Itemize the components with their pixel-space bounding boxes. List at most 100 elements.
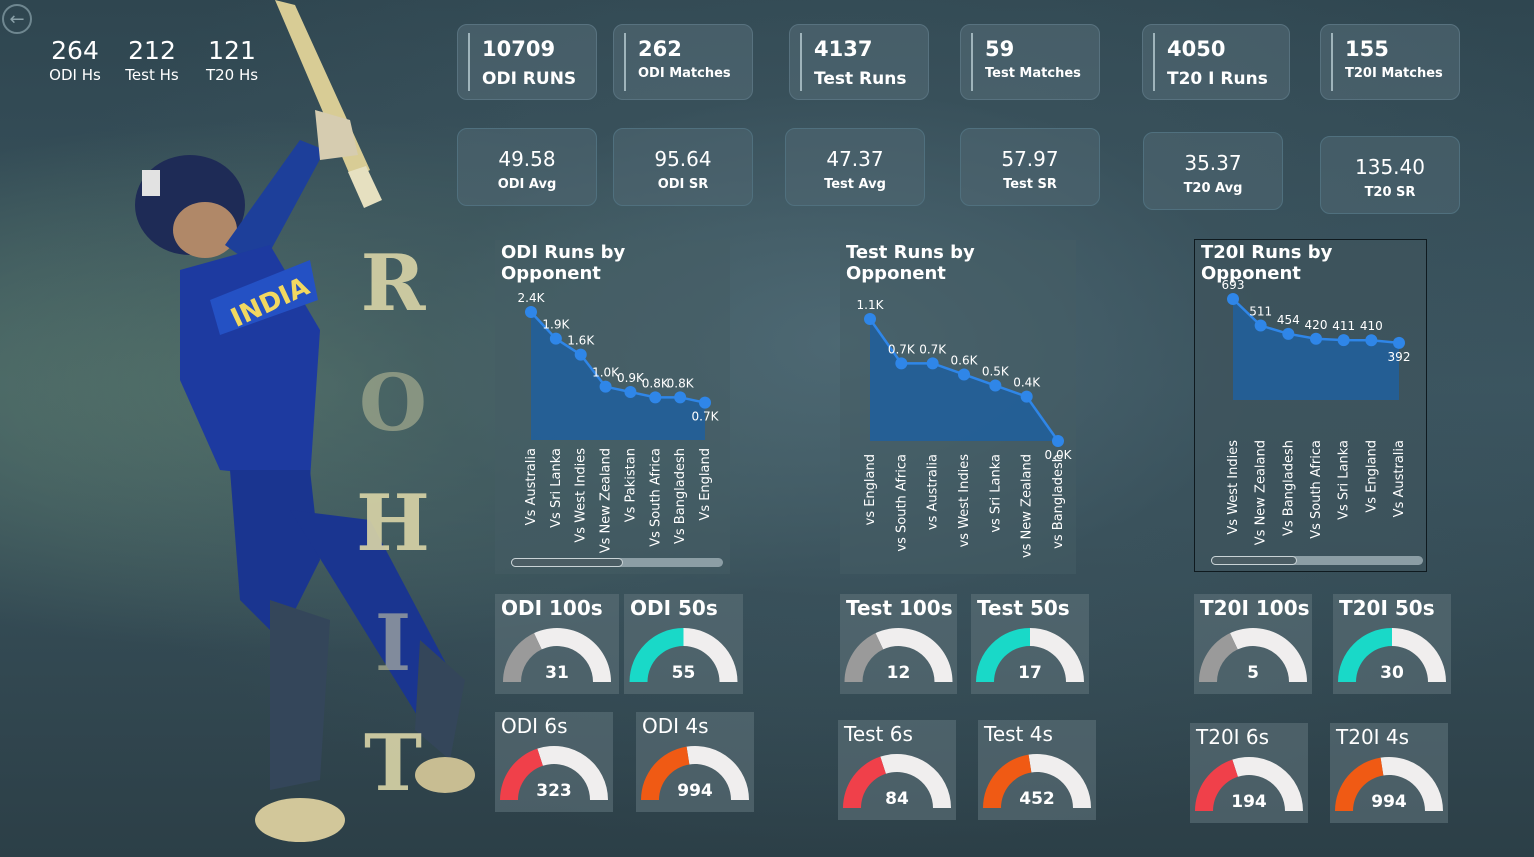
data-point[interactable] — [1052, 435, 1064, 447]
back-arrow-icon[interactable]: ← — [2, 4, 32, 34]
data-label: 392 — [1388, 350, 1411, 364]
gauge-t20i-4s: T20I 4s 994 — [1330, 723, 1448, 823]
hs-value: 264 — [51, 36, 99, 65]
data-point[interactable] — [525, 306, 537, 318]
gauge-track — [1232, 757, 1303, 811]
chart-scrollbar[interactable] — [511, 558, 723, 567]
category-label: Vs England — [698, 448, 713, 521]
category-label: Vs West Indies — [1226, 440, 1241, 535]
hs-label: Test Hs — [125, 66, 179, 84]
data-label: 0.4K — [1013, 376, 1041, 390]
data-point[interactable] — [1393, 336, 1405, 349]
data-point[interactable] — [1365, 334, 1378, 347]
chart-title: ODI Runs by Opponent — [501, 242, 626, 284]
gauge-title: T20I 50s — [1339, 596, 1435, 620]
data-point[interactable] — [649, 391, 662, 404]
kpi-value: 155 — [1345, 37, 1389, 61]
gauge-t20i-50s: T20I 50s 30 — [1333, 594, 1451, 694]
data-point[interactable] — [1337, 334, 1350, 347]
data-label: 410 — [1360, 319, 1383, 333]
stat-label: ODI Avg — [497, 177, 557, 192]
category-label: Vs South Africa — [648, 448, 663, 547]
data-label: 1.1K — [857, 298, 885, 312]
gauge-value: 84 — [885, 789, 909, 809]
stat-label: ODI SR — [657, 177, 709, 192]
gauge-canvas: 194 — [1195, 757, 1303, 812]
gauge-value: 323 — [536, 781, 572, 801]
data-point[interactable] — [895, 357, 908, 370]
data-point[interactable] — [1227, 293, 1239, 305]
category-label: Vs West Indies — [574, 448, 589, 543]
data-point[interactable] — [574, 348, 587, 361]
gauge-canvas: 994 — [641, 746, 749, 801]
stat-test-avg: 47.37 Test Avg — [785, 128, 925, 206]
data-point[interactable] — [699, 396, 711, 409]
gauge-value: 194 — [1231, 792, 1267, 812]
data-point[interactable] — [864, 313, 876, 325]
gauge-canvas: 994 — [1335, 757, 1443, 812]
gauge-value: 994 — [677, 781, 713, 801]
data-point[interactable] — [1310, 332, 1322, 345]
gauge-title: Test 4s — [984, 722, 1053, 746]
gauge-value: 994 — [1371, 792, 1407, 812]
category-label: vs New Zealand — [1020, 454, 1035, 558]
gauge-title: T20I 100s — [1200, 596, 1310, 620]
chart-canvas: 2.4K Vs Australia 1.9K Vs Sri Lanka 1.6K Vs W… — [518, 291, 720, 553]
data-point[interactable] — [989, 379, 1002, 392]
stat-value: 47.37 — [826, 147, 884, 171]
gauge-fill — [641, 746, 690, 800]
kpi-value: 59 — [985, 37, 1015, 61]
data-point[interactable] — [958, 368, 970, 381]
test-highest-score: 212 Test Hs — [112, 36, 192, 84]
gauge-test-50s: Test 50s 17 — [971, 594, 1089, 694]
kpi-value: 262 — [638, 37, 682, 61]
data-point[interactable] — [1282, 327, 1295, 340]
player-image: INDIA — [135, 0, 475, 842]
chart-canvas: 1.1K vs England 0.7K vs South Africa 0.7K vs … — [857, 298, 1073, 558]
chart-title: T20I Runs by Opponent — [1201, 242, 1333, 284]
data-point[interactable] — [674, 391, 687, 404]
data-point[interactable] — [624, 386, 637, 398]
gauge-track — [875, 628, 953, 682]
gauge-test-6s: Test 6s 84 — [838, 720, 956, 820]
data-label: 0.0K — [1045, 448, 1073, 462]
test-runs-chart: Test Runs by Opponent 1.1K vs England 0.7K… — [840, 240, 1076, 574]
kpi-value: 4137 — [814, 37, 873, 61]
data-point[interactable] — [1254, 319, 1267, 332]
data-label: 693 — [1222, 278, 1245, 292]
category-label: vs South Africa — [894, 454, 909, 552]
name-letter-i: I — [374, 598, 412, 689]
data-point[interactable] — [926, 357, 939, 370]
stat-label: Test SR — [1003, 177, 1057, 192]
gauge-value: 31 — [545, 663, 569, 683]
gauge-value: 12 — [887, 663, 911, 683]
category-label: Vs England — [1364, 440, 1379, 513]
data-point[interactable] — [549, 332, 562, 345]
data-point[interactable] — [1020, 390, 1033, 403]
stat-t20-sr: 135.40 T20 SR — [1320, 136, 1460, 214]
name-letter-h: H — [356, 478, 430, 569]
t20-highest-score: 121 T20 Hs — [192, 36, 272, 84]
gauge-t20i-100s: T20I 100s 5 — [1194, 594, 1312, 694]
kpi-t20-matches: 155 T20I Matches — [1320, 24, 1460, 100]
gauge-title: Test 50s — [977, 596, 1070, 620]
data-point[interactable] — [599, 380, 612, 393]
kpi-value: 4050 — [1167, 37, 1226, 61]
scrollbar-thumb[interactable] — [1211, 556, 1297, 565]
hs-label: T20 Hs — [205, 66, 259, 84]
chart-scrollbar[interactable] — [1211, 556, 1423, 565]
kpi-label: ODI Matches — [638, 66, 731, 81]
odi-runs-chart: ODI Runs by Opponent 2.4K Vs Australia 1.9… — [495, 240, 730, 574]
gauge-title: T20I 6s — [1196, 725, 1270, 749]
stat-value: 57.97 — [1001, 147, 1059, 171]
category-label: Vs Sri Lanka — [1337, 440, 1352, 520]
category-label: vs West Indies — [957, 454, 972, 548]
category-label: vs England — [863, 454, 878, 525]
gauge-title: Test 100s — [846, 596, 953, 620]
gauge-fill — [1335, 757, 1384, 811]
stat-test-sr: 57.97 Test SR — [960, 128, 1100, 206]
scrollbar-thumb[interactable] — [511, 558, 623, 567]
gauge-title: ODI 50s — [630, 596, 718, 620]
gauge-odi-4s: ODI 4s 994 — [636, 712, 754, 812]
gauge-track — [1230, 628, 1307, 682]
